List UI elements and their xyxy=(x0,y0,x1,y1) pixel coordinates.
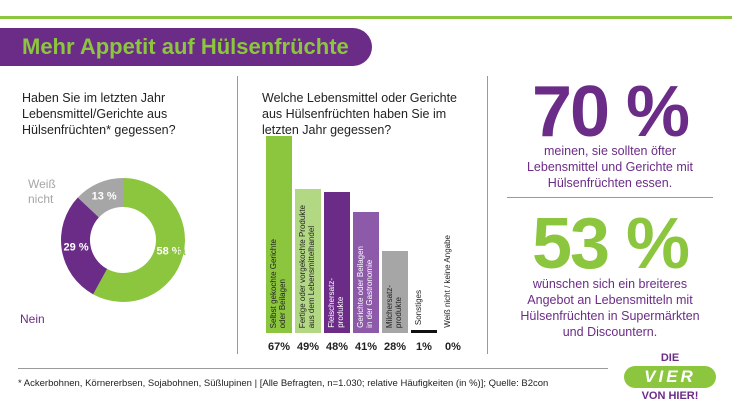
donut-segment xyxy=(61,197,108,295)
bar xyxy=(353,212,379,333)
stat-text: wünschen sich ein breiteres Angebot an L… xyxy=(520,277,700,339)
donut-question: Haben Sie im letzten Jahr Lebensmittel/G… xyxy=(22,91,176,137)
logo-middle: VIER xyxy=(644,367,696,386)
donut-chart: 58 % 29 % 13 % xyxy=(61,178,186,302)
page-title: Mehr Appetit auf Hülsenfrüchte xyxy=(22,34,349,59)
logo-top: DIE xyxy=(660,352,680,364)
category-label: Fleischersatz- produkte xyxy=(327,278,345,328)
category-label: Selbst gekochte Gerichte oder Beilagen xyxy=(269,238,287,328)
category-label: Fertige oder vorgekochte Produkte aus de… xyxy=(298,204,316,328)
footnote: * Ackerbohnen, Körnererbsen, Sojabohnen,… xyxy=(18,378,549,389)
donut-segment xyxy=(77,178,123,218)
title-band xyxy=(0,28,372,66)
stat-figure: 53 % xyxy=(531,204,690,284)
bar xyxy=(411,330,437,333)
top-rule xyxy=(0,16,732,19)
stat-text: meinen, sie sollten öfter Lebensmittel u… xyxy=(526,144,694,190)
value-label: 28% xyxy=(383,341,407,353)
bar xyxy=(324,191,350,333)
category-label: Ja xyxy=(173,244,186,258)
stat-figure: 70 % xyxy=(531,72,690,152)
divider xyxy=(487,76,488,354)
value-label: 58 % xyxy=(156,246,181,258)
bar-chart: Selbst gekochte Gerichte oder Beilagen 67… xyxy=(266,136,461,353)
donut-segment xyxy=(93,178,186,302)
logo-bottom: VON HIER! xyxy=(641,390,699,402)
category-label: Weiß nicht / keine Angabe xyxy=(443,235,452,328)
logo-pill xyxy=(624,366,716,388)
bar xyxy=(266,136,292,333)
category-label: Nein xyxy=(20,312,45,326)
bar xyxy=(295,188,321,333)
value-label: 1% xyxy=(416,341,432,353)
category-label: Sonstiges xyxy=(414,289,423,326)
value-label: 41% xyxy=(354,341,378,353)
value-label: 0% xyxy=(445,341,461,353)
value-label: 48% xyxy=(325,341,349,353)
value-label: 49% xyxy=(296,341,320,353)
divider xyxy=(237,76,238,354)
category-label: Milchersatz- produkte xyxy=(385,284,403,328)
value-label: 67% xyxy=(267,341,291,353)
divider xyxy=(507,197,713,198)
bar-question: Welche Lebensmittel oder Gerichte aus Hü… xyxy=(262,91,458,137)
category-label: Gerichte oder Beilagen in der Gastronomi… xyxy=(356,246,374,328)
value-label: 13 % xyxy=(92,190,117,202)
value-label: 29 % xyxy=(64,241,89,253)
category-label: Weiß nicht xyxy=(28,177,56,206)
bar xyxy=(382,250,408,333)
footer-rule xyxy=(18,368,608,369)
